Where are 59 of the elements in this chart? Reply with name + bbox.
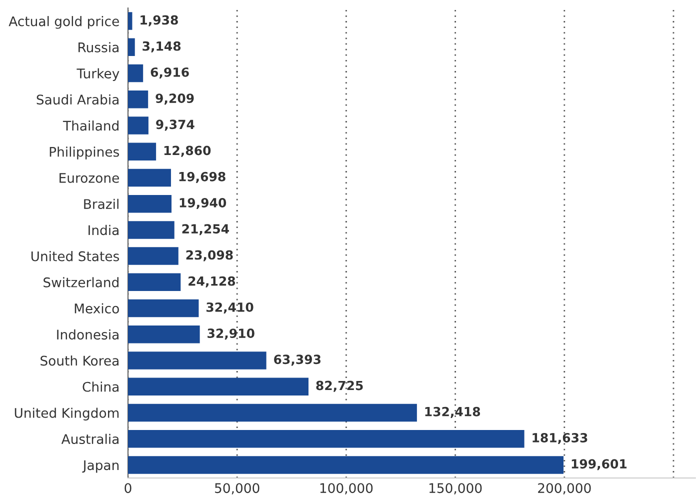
bar bbox=[128, 456, 564, 474]
bar bbox=[128, 352, 266, 370]
data-label: 9,209 bbox=[156, 94, 194, 105]
data-label: 199,601 bbox=[572, 459, 627, 470]
bar bbox=[128, 247, 178, 265]
bar bbox=[128, 90, 148, 108]
bar bbox=[128, 378, 308, 396]
data-label: 32,910 bbox=[208, 328, 254, 340]
y-tick-label: Brazil bbox=[84, 198, 118, 210]
data-label: 23,098 bbox=[186, 250, 233, 262]
y-tick-label: Turkey bbox=[76, 68, 120, 82]
data-label: 12,860 bbox=[164, 146, 211, 157]
x-tick-label: 200,000 bbox=[538, 483, 591, 494]
y-tick-label: Eurozone bbox=[60, 173, 119, 183]
data-label: 132,418 bbox=[425, 406, 480, 418]
bar bbox=[128, 299, 199, 318]
y-tick-label: Mexico bbox=[74, 303, 119, 314]
data-label: 9,374 bbox=[156, 120, 194, 131]
data-label: 19,698 bbox=[179, 172, 226, 183]
x-tick-label: 0 bbox=[124, 483, 132, 494]
bar bbox=[128, 430, 524, 448]
bar bbox=[128, 12, 132, 30]
y-tick-label: Indonesia bbox=[57, 329, 118, 340]
data-label: 24,128 bbox=[188, 276, 236, 288]
x-tick-label: 50,000 bbox=[215, 483, 260, 494]
data-label: 82,725 bbox=[316, 380, 363, 392]
y-tick-label: United Kingdom bbox=[14, 408, 119, 420]
data-label: 19,940 bbox=[180, 198, 226, 210]
data-label: 21,254 bbox=[182, 224, 229, 236]
data-label: 1,938 bbox=[140, 15, 178, 26]
bar bbox=[128, 194, 172, 213]
bar bbox=[128, 273, 181, 292]
y-tick-label: South Korea bbox=[40, 355, 118, 366]
x-tick-label: 150,000 bbox=[429, 483, 482, 494]
data-label: 6,916 bbox=[150, 67, 189, 78]
bar bbox=[128, 116, 148, 134]
y-tick-label: Switzerland bbox=[44, 277, 118, 288]
bar bbox=[128, 404, 417, 422]
bar bbox=[128, 326, 200, 344]
bar bbox=[128, 64, 144, 82]
y-tick-label: China bbox=[82, 382, 118, 392]
y-tick-label: India bbox=[88, 224, 118, 236]
data-label: 32,410 bbox=[206, 302, 254, 314]
y-tick-label: Thailand bbox=[62, 120, 118, 131]
bar bbox=[128, 38, 135, 56]
y-tick-label: Russia bbox=[78, 42, 118, 52]
data-label: 63,393 bbox=[274, 354, 321, 366]
y-tick-label: Actual gold price bbox=[8, 16, 119, 29]
y-tick-label: United States bbox=[31, 251, 120, 262]
data-label: 181,633 bbox=[532, 433, 588, 444]
y-tick-label: Philippines bbox=[50, 146, 120, 160]
y-tick-label: Saudi Arabia bbox=[36, 94, 118, 105]
data-label: 3,148 bbox=[142, 41, 181, 52]
bar bbox=[128, 221, 174, 239]
bar bbox=[128, 168, 171, 187]
bar bbox=[128, 142, 156, 160]
y-tick-label: Japan bbox=[82, 460, 119, 473]
y-tick-label: Australia bbox=[61, 434, 118, 444]
x-tick-label: 100,000 bbox=[320, 483, 373, 494]
